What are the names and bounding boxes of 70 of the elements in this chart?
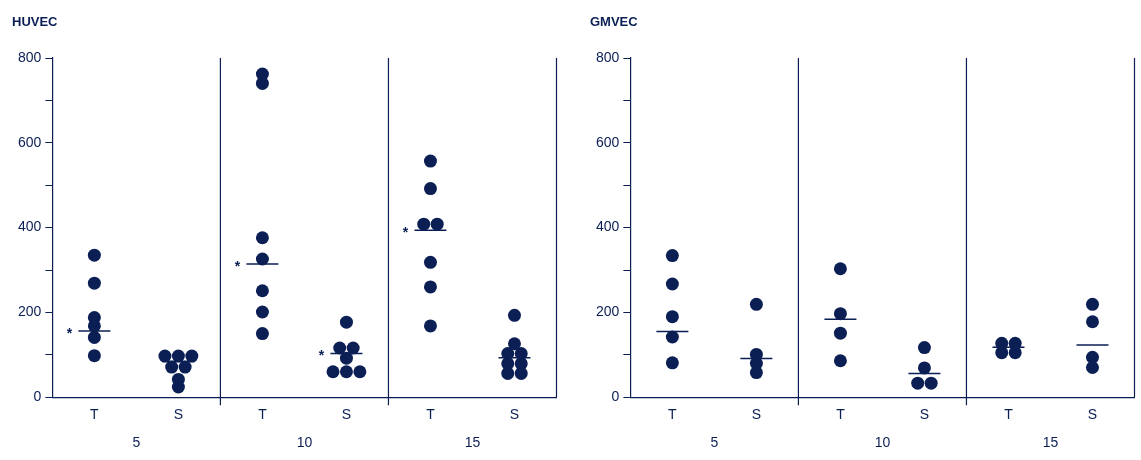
y-tick-label: 600	[18, 133, 42, 150]
y-tick-label: 200	[596, 303, 620, 320]
point	[87, 276, 101, 290]
x-tick-label: T	[90, 406, 100, 423]
point	[1085, 315, 1099, 329]
point	[423, 182, 437, 196]
point	[507, 308, 521, 322]
x-tick-label: S	[751, 406, 762, 423]
text: 15	[1042, 434, 1059, 451]
y-tick-label: 400	[18, 218, 42, 235]
point	[171, 372, 185, 386]
x-tick-label: S	[341, 406, 352, 423]
point	[255, 327, 269, 341]
point	[917, 361, 931, 375]
point	[255, 284, 269, 298]
y-tick-label: 0	[611, 388, 620, 405]
point	[87, 248, 101, 262]
y-tick-label: 200	[18, 303, 42, 320]
point	[423, 154, 437, 168]
text: *	[402, 224, 409, 240]
point	[749, 297, 763, 311]
y-tick-label: 400	[596, 218, 620, 235]
point	[665, 356, 679, 370]
text: *	[234, 257, 241, 274]
point	[255, 67, 269, 81]
y-tick-label: 800	[596, 48, 620, 65]
point	[833, 262, 847, 276]
x-tick-label: T	[836, 406, 846, 423]
x-tick-label: S	[1087, 406, 1098, 423]
x-tick-label: S	[509, 406, 520, 423]
y-tick-label: 0	[33, 388, 42, 405]
point	[1085, 350, 1099, 364]
point	[171, 349, 185, 363]
text: 5	[710, 434, 719, 451]
x-tick-label: T	[1004, 406, 1014, 423]
text: 10	[296, 434, 313, 451]
text: 15	[464, 434, 481, 451]
text: *	[318, 347, 325, 364]
point	[87, 349, 101, 363]
text: 5	[132, 434, 141, 451]
point	[423, 255, 437, 269]
point	[665, 330, 679, 344]
x-tick-label: T	[426, 406, 436, 423]
x-tick-label: S	[919, 406, 930, 423]
point	[665, 310, 679, 324]
point	[87, 310, 101, 324]
point	[665, 277, 679, 291]
text: *	[66, 324, 73, 341]
point	[339, 365, 353, 379]
point	[339, 351, 353, 365]
x-tick-label: T	[668, 406, 678, 423]
x-tick-label: S	[173, 406, 184, 423]
point	[423, 319, 437, 333]
text: 10	[874, 434, 891, 451]
point	[339, 315, 353, 329]
point	[255, 231, 269, 245]
chart-title: HUVEC	[12, 14, 58, 29]
chart-title: GMVEC	[590, 14, 638, 29]
x-tick-label: T	[258, 406, 268, 423]
point	[423, 280, 437, 294]
point	[917, 341, 931, 355]
y-tick-label: 600	[596, 133, 620, 150]
y-tick-label: 800	[18, 48, 42, 65]
point	[665, 249, 679, 263]
point	[255, 305, 269, 319]
point	[833, 354, 847, 368]
point	[833, 326, 847, 340]
point	[507, 337, 521, 351]
point	[1085, 297, 1099, 311]
point	[87, 330, 101, 344]
